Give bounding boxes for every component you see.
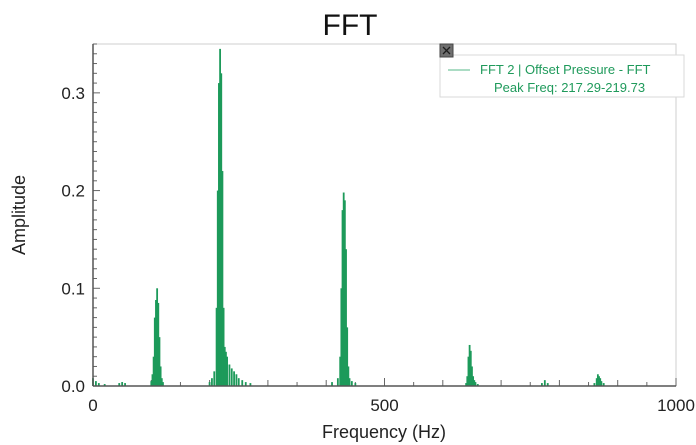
y-tick-label: 0.1: [61, 279, 85, 298]
x-axis-title: Frequency (Hz): [322, 422, 446, 442]
fft-bar: [230, 368, 233, 386]
fft-bar: [228, 364, 231, 386]
fft-bar: [249, 383, 252, 386]
fft-bar: [162, 382, 164, 386]
fft-bar: [215, 307, 218, 386]
fft-bar: [347, 366, 350, 386]
fft-bar: [339, 356, 342, 386]
fft-bar: [95, 381, 97, 386]
fft-bar: [97, 383, 100, 386]
fft-bar: [474, 382, 477, 386]
fft-bar: [468, 344, 471, 386]
fft-bar: [354, 383, 357, 386]
fft-bar: [467, 356, 470, 386]
fft-bar: [226, 356, 228, 386]
fft-bar: [331, 382, 333, 386]
legend-series-label: FFT 2 | Offset Pressure - FFT: [480, 62, 651, 77]
fft-bar: [103, 384, 106, 386]
fft-bar: [225, 351, 227, 386]
fft-bar: [346, 327, 349, 386]
fft-bar: [156, 288, 159, 386]
fft-bar: [155, 300, 157, 386]
fft-bar: [348, 378, 351, 386]
fft-bar: [160, 378, 163, 386]
fft-bar: [223, 346, 226, 386]
fft-bar: [472, 376, 475, 386]
legend-peak-label: Peak Freq: 217.29-219.73: [494, 80, 645, 95]
fft-bar: [220, 73, 223, 387]
fft-bar: [221, 171, 224, 386]
fft-bar: [157, 302, 160, 386]
fft-bar: [218, 83, 220, 386]
fft-bar: [600, 381, 603, 386]
fft-bar: [471, 366, 473, 386]
fft-bar: [237, 378, 240, 386]
fft-bar: [216, 190, 219, 386]
fft-bar: [118, 383, 121, 386]
series-fft-2-bars: [92, 48, 605, 387]
fft-bar: [152, 356, 155, 386]
legend-box: [439, 54, 685, 98]
fft-bar: [593, 383, 596, 386]
plot-area-frame: [92, 43, 677, 387]
fft-bar: [340, 288, 343, 386]
fft-bar: [151, 374, 154, 386]
fft-bar: [336, 378, 339, 386]
fft-bar: [211, 378, 213, 386]
fft-bar: [241, 380, 244, 386]
legend: FFT 2 | Offset Pressure - FFT Peak Freq:…: [439, 43, 685, 98]
x-tick-label: 500: [370, 396, 398, 415]
fft-bar: [598, 376, 600, 386]
y-tick-label: 0.0: [61, 377, 85, 396]
fft-bar: [121, 382, 124, 386]
x-tick-label: 1000: [657, 396, 695, 415]
fft-bar: [213, 371, 216, 386]
y-axis-title: Amplitude: [9, 175, 29, 255]
fft-bar: [546, 383, 549, 386]
fft-bar: [466, 376, 469, 386]
y-tick-label: 0.3: [61, 84, 85, 103]
fft-bar: [469, 350, 472, 386]
fft-bar: [342, 192, 345, 386]
fft-bar: [158, 337, 161, 386]
fft-bar: [541, 383, 543, 386]
fft-bar: [235, 374, 238, 386]
fft-bar: [476, 384, 479, 386]
fft-bar: [599, 378, 602, 386]
fft-bar: [543, 380, 546, 386]
fft-bar: [244, 382, 247, 386]
fft-bar: [350, 381, 353, 386]
x-tick-label: 0: [88, 396, 97, 415]
y-tick-label: 0.2: [61, 182, 85, 201]
fft-bar: [343, 200, 346, 386]
fft-bar: [595, 378, 598, 386]
fft-bar: [596, 374, 599, 386]
fft-bar: [153, 317, 156, 386]
chart-title: FFT: [323, 9, 378, 42]
fft-bar: [159, 366, 162, 386]
fft-bar: [345, 249, 347, 386]
fft-bar: [208, 382, 211, 386]
fft-bar: [219, 48, 221, 387]
close-icon-glyph: [442, 46, 451, 55]
fft-bar: [150, 381, 153, 386]
fft-bar: [602, 383, 605, 386]
fft-bar: [473, 380, 476, 386]
fft-bar: [124, 383, 126, 386]
fft-bar: [465, 383, 468, 386]
fft-bar: [222, 307, 225, 386]
fft-bar: [233, 371, 235, 386]
x-axis-ticks: 0 500 1000: [88, 378, 695, 415]
fft-bar: [341, 210, 344, 386]
